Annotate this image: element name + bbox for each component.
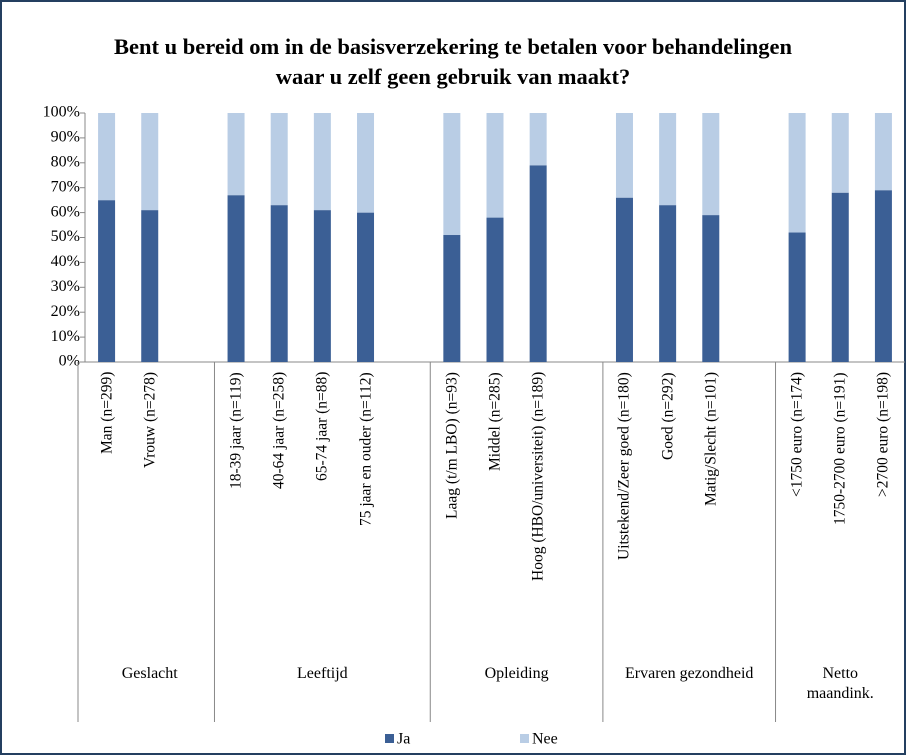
bar-segment (313, 113, 331, 211)
bar-segment (270, 113, 288, 206)
x-tick-label: Hoog (HBO/universiteit) (n=189) (529, 372, 547, 582)
y-tick-label: 60% (51, 203, 80, 220)
bar-segment (659, 205, 677, 362)
bar-segment (831, 113, 849, 193)
x-tick-label: <1750 euro (n=174) (788, 372, 806, 498)
bar-segment (443, 113, 461, 236)
bar-segment (788, 232, 806, 362)
bar-segment (831, 192, 849, 362)
legend-swatch (385, 734, 394, 743)
chart-title: Bent u bereid om in de basisverzekering … (114, 34, 792, 89)
y-tick-label: 90% (51, 129, 80, 146)
bar-segment (659, 113, 677, 206)
group-label: Leeftijd (297, 665, 348, 682)
y-tick-label: 70% (51, 178, 80, 195)
x-tick-label: 40-64 jaar (n=258) (270, 372, 288, 490)
y-tick-label: 40% (51, 253, 80, 270)
bar-segment (141, 210, 159, 362)
bar-segment (874, 190, 892, 362)
x-tick-label: Matig/Slecht (n=101) (702, 372, 720, 507)
x-tick-label: Goed (n=292) (659, 372, 677, 460)
x-tick-label: Middel (n=285) (486, 372, 504, 471)
y-tick-label: 80% (51, 153, 80, 170)
legend-label: Nee (532, 731, 558, 748)
bar-segment (529, 113, 547, 166)
bar-segment (702, 113, 720, 216)
y-tick-label: 10% (51, 328, 80, 345)
bar-segment (615, 197, 633, 362)
bar-segment (357, 212, 375, 362)
x-tick-label: Laag (t/m LBO) (n=93) (443, 372, 461, 519)
x-tick-label: 75 jaar en ouder (n=112) (357, 372, 375, 526)
bar-segment (443, 235, 461, 362)
x-tick-label: 1750-2700 euro (n=191) (831, 372, 849, 525)
x-tick-label: Vrouw (n=278) (141, 372, 159, 469)
bar-segment (270, 205, 288, 362)
bar-segment (486, 217, 504, 362)
bar-segment (98, 113, 116, 201)
bar-segment (141, 113, 159, 211)
legend-label: Ja (397, 731, 410, 748)
bar-segment (529, 165, 547, 362)
bar-segment (313, 210, 331, 362)
x-tick-label: Uitstekend/Zeer goed (n=180) (615, 372, 633, 560)
group-label: Geslacht (121, 665, 178, 682)
x-tick-label: >2700 euro (n=198) (874, 372, 892, 498)
group-label: Netto maandink. (806, 665, 874, 702)
x-tick-label: Man (n=299) (98, 372, 116, 455)
group-label: Opleiding (484, 665, 549, 682)
legend-swatch (520, 734, 529, 743)
bar-segment (98, 200, 116, 362)
y-tick-label: 100% (43, 104, 80, 121)
y-tick-label: 0% (59, 353, 80, 370)
bar-segment (357, 113, 375, 213)
bar-segment (788, 113, 806, 233)
x-tick-label: 65-74 jaar (n=88) (313, 372, 331, 482)
bar-segment (227, 113, 245, 196)
bar-segment (615, 113, 633, 198)
bar-segment (227, 195, 245, 362)
bar-segment (874, 113, 892, 191)
bar-segment (702, 215, 720, 362)
y-tick-label: 20% (51, 303, 80, 320)
y-tick-label: 50% (51, 228, 80, 245)
bar-segment (486, 113, 504, 218)
y-tick-label: 30% (51, 278, 80, 295)
x-tick-label: 18-39 jaar (n=119) (227, 372, 245, 489)
group-label: Ervaren gezondheid (625, 665, 754, 682)
